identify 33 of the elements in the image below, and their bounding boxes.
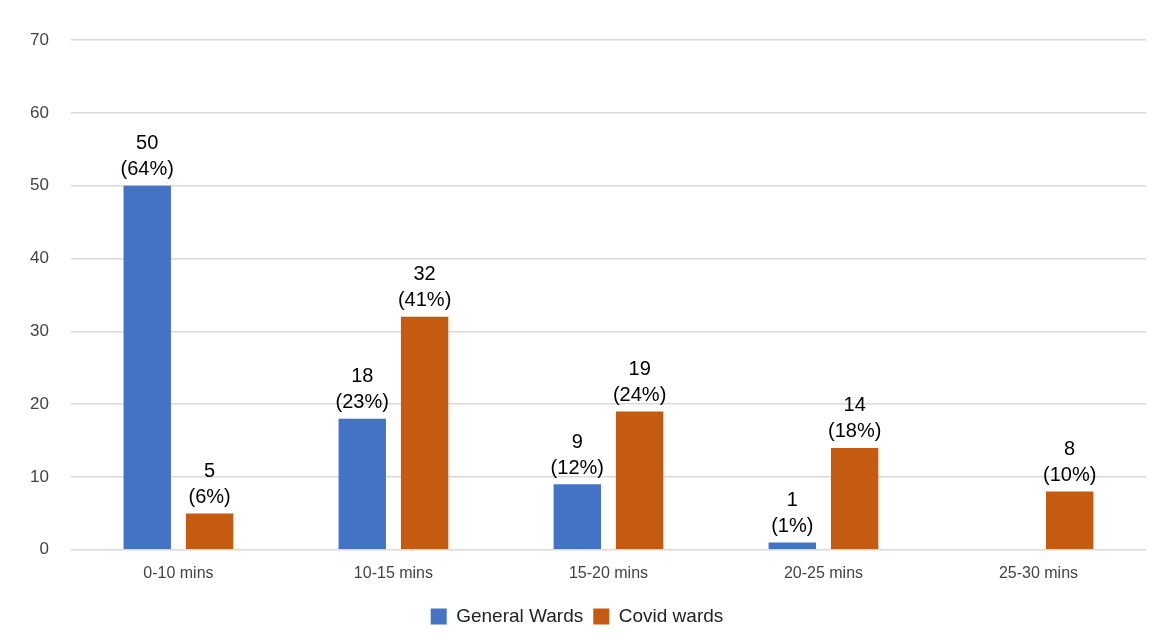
y-tick-label: 40 bbox=[29, 248, 49, 268]
data-label: 9 (12%) bbox=[550, 429, 604, 478]
y-tick-label: 0 bbox=[39, 539, 49, 559]
data-label: 1 (1%) bbox=[771, 488, 814, 537]
x-tick-label: 25-30 mins bbox=[998, 563, 1079, 581]
x-tick-label: 15-20 mins bbox=[568, 563, 649, 581]
data-label: 14 (18%) bbox=[827, 393, 882, 442]
y-tick-label: 50 bbox=[29, 175, 49, 195]
data-label: 5 (6%) bbox=[188, 458, 231, 507]
bar bbox=[615, 411, 664, 550]
bar bbox=[185, 513, 234, 550]
data-label: 19 (24%) bbox=[612, 357, 667, 405]
bar bbox=[553, 484, 601, 550]
bar bbox=[768, 542, 816, 550]
y-tick-label: 10 bbox=[29, 466, 49, 486]
x-tick-label: 20-25 mins bbox=[783, 563, 864, 581]
legend-label: General Wards bbox=[456, 604, 584, 626]
y-tick-label: 60 bbox=[29, 102, 49, 122]
bar bbox=[830, 447, 879, 550]
bar bbox=[123, 185, 171, 550]
y-tick-label: 20 bbox=[29, 393, 49, 413]
data-label: 18 (23%) bbox=[335, 364, 389, 413]
x-tick-label: 0-10 mins bbox=[143, 563, 214, 581]
legend-label: Covid wards bbox=[618, 604, 724, 626]
bar bbox=[400, 316, 449, 550]
x-tick-label: 10-15 mins bbox=[353, 563, 434, 581]
data-label: 50 (64%) bbox=[120, 131, 174, 180]
data-label: 8 (10%) bbox=[1042, 437, 1097, 486]
y-tick-label: 30 bbox=[29, 321, 49, 341]
bar bbox=[338, 418, 386, 550]
data-label: 32 (41%) bbox=[397, 262, 452, 311]
bar bbox=[1045, 491, 1094, 550]
y-tick-label: 70 bbox=[29, 29, 49, 49]
